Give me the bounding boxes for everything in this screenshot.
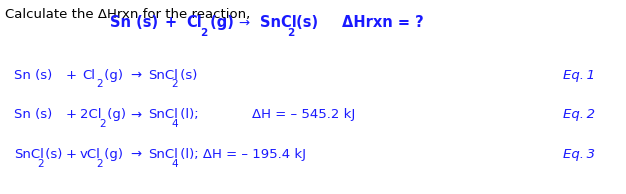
Text: (g): (g): [100, 68, 123, 81]
Text: 4: 4: [172, 159, 178, 169]
Text: +: +: [66, 68, 77, 81]
Text: Eq. 2: Eq. 2: [563, 108, 595, 121]
Text: Eq. 1: Eq. 1: [563, 68, 595, 81]
Text: Calculate the ΔHrxn for the reaction,: Calculate the ΔHrxn for the reaction,: [5, 8, 250, 21]
Text: Sn (s): Sn (s): [110, 15, 158, 30]
Text: 2: 2: [37, 159, 44, 169]
Text: Sn (s): Sn (s): [14, 108, 52, 121]
Text: 2: 2: [200, 28, 207, 38]
Text: (g): (g): [100, 148, 123, 161]
Text: +: +: [66, 148, 77, 161]
Text: 2Cl: 2Cl: [80, 108, 101, 121]
Text: (l);: (l);: [176, 108, 198, 121]
Text: (s): (s): [291, 15, 318, 30]
Text: (g): (g): [103, 108, 126, 121]
Text: 2: 2: [96, 159, 103, 169]
Text: +: +: [164, 15, 176, 30]
Text: Cl: Cl: [187, 15, 202, 30]
Text: (s): (s): [41, 148, 63, 161]
Text: Sn (s): Sn (s): [14, 68, 52, 81]
Text: SnCl: SnCl: [14, 148, 44, 161]
Text: 2: 2: [287, 28, 294, 38]
Text: 4: 4: [172, 119, 178, 129]
Text: →: →: [130, 148, 141, 161]
Text: SnCl: SnCl: [148, 148, 178, 161]
Text: SnCl: SnCl: [148, 108, 178, 121]
Text: →: →: [239, 17, 250, 30]
Text: Cl: Cl: [83, 68, 96, 81]
Text: Eq. 3: Eq. 3: [563, 148, 595, 161]
Text: SnCl: SnCl: [148, 68, 178, 81]
Text: →: →: [130, 108, 141, 121]
Text: (l); ΔH = – 195.4 kJ: (l); ΔH = – 195.4 kJ: [176, 148, 306, 161]
Text: (s): (s): [176, 68, 197, 81]
Text: +: +: [66, 108, 77, 121]
Text: (g): (g): [205, 15, 233, 30]
Text: 2: 2: [172, 79, 178, 89]
Text: ΔHrxn = ?: ΔHrxn = ?: [342, 15, 424, 30]
Text: →: →: [130, 68, 141, 81]
Text: ΔH = – 545.2 kJ: ΔH = – 545.2 kJ: [252, 108, 355, 121]
Text: vCl: vCl: [80, 148, 100, 161]
Text: SnCl: SnCl: [260, 15, 297, 30]
Text: 2: 2: [96, 79, 103, 89]
Text: 2: 2: [99, 119, 106, 129]
